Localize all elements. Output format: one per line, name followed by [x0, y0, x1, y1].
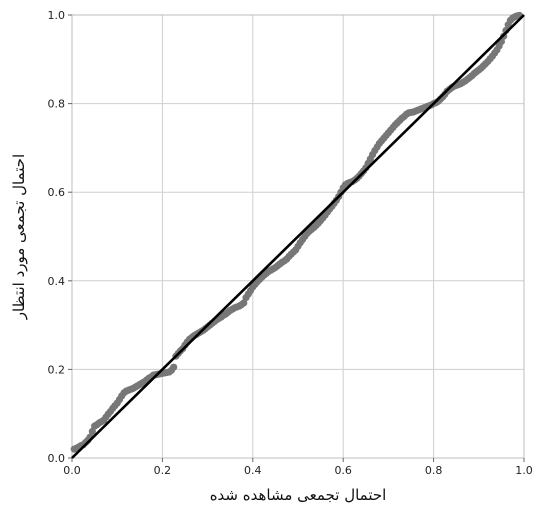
y-axis-title: احتمال تجمعی مورد انتظار — [10, 154, 28, 320]
x-tick-label: 0.6 — [334, 464, 352, 477]
y-tick-label: 0.4 — [48, 275, 66, 288]
y-axis-ticks: 0.0 0.2 0.4 0.6 0.8 1.0 — [48, 9, 72, 465]
y-tick-label: 0.6 — [48, 186, 66, 199]
x-tick-label: 0.0 — [63, 464, 81, 477]
x-tick-label: 1.0 — [515, 464, 533, 477]
plot-area-frame — [71, 14, 525, 459]
y-tick-label: 0.0 — [48, 452, 66, 465]
data-point — [170, 363, 178, 371]
grid-lines — [72, 15, 524, 458]
y-tick-label: 1.0 — [48, 9, 66, 22]
reference-line — [71, 14, 525, 459]
y-tick-label: 0.8 — [48, 98, 66, 111]
data-points — [70, 11, 524, 453]
x-axis-ticks: 0.0 0.2 0.4 0.6 0.8 1.0 — [63, 458, 533, 477]
y-tick-label: 0.2 — [48, 363, 66, 376]
x-tick-label: 0.4 — [244, 464, 262, 477]
x-axis-title: احتمال تجمعی مشاهده شده — [210, 486, 387, 504]
x-tick-label: 0.8 — [425, 464, 443, 477]
x-tick-label: 0.2 — [154, 464, 172, 477]
